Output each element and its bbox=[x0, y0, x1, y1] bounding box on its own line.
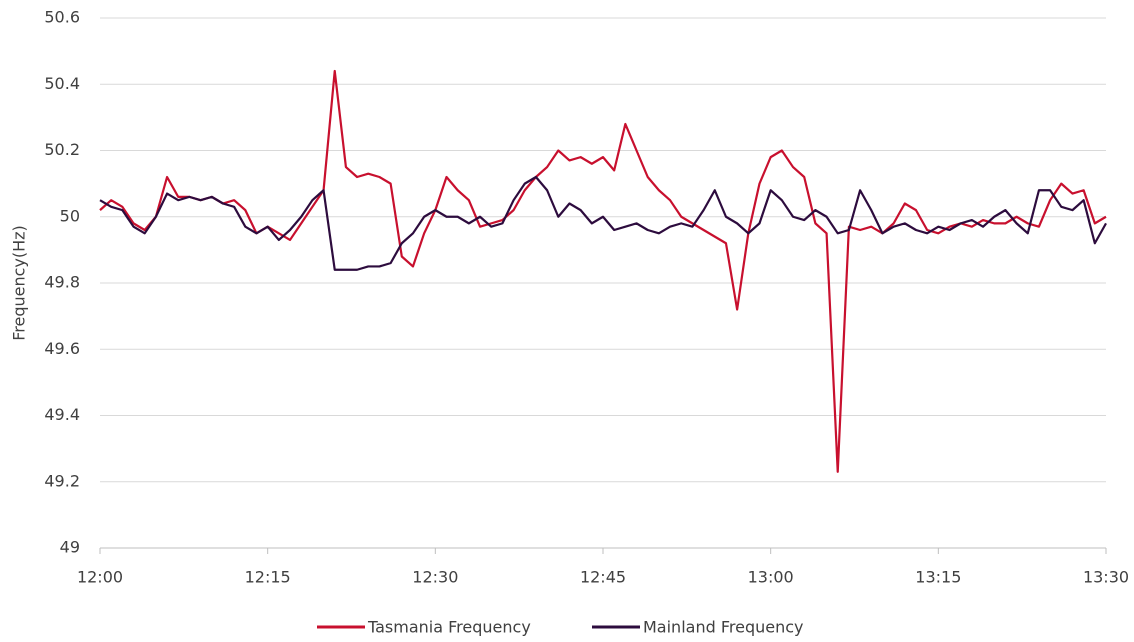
x-tick-label: 12:00 bbox=[77, 568, 123, 587]
x-tick-label: 12:15 bbox=[245, 568, 291, 587]
line-series bbox=[99, 69, 1107, 473]
y-tick-label: 50.6 bbox=[44, 8, 80, 27]
legend-label: Tasmania Frequency bbox=[367, 618, 531, 637]
line-series bbox=[99, 175, 1107, 271]
y-tick-label: 50 bbox=[60, 206, 80, 225]
y-axis-label: Frequency(Hz) bbox=[10, 225, 29, 341]
x-tick-label: 12:30 bbox=[412, 568, 458, 587]
y-tick-label: 50.4 bbox=[44, 74, 80, 93]
x-tick-label: 13:15 bbox=[915, 568, 961, 587]
x-tick-label: 13:30 bbox=[1083, 568, 1129, 587]
y-tick-label: 49.2 bbox=[44, 471, 80, 490]
y-tick-label: 49 bbox=[60, 538, 80, 557]
y-tick-label: 50.2 bbox=[44, 140, 80, 159]
legend-label: Mainland Frequency bbox=[643, 618, 803, 637]
x-tick-label: 13:00 bbox=[748, 568, 794, 587]
x-tick-label: 12:45 bbox=[580, 568, 626, 587]
y-tick-label: 49.6 bbox=[44, 339, 80, 358]
y-tick-label: 49.8 bbox=[44, 273, 80, 292]
y-tick-label: 49.4 bbox=[44, 405, 80, 424]
